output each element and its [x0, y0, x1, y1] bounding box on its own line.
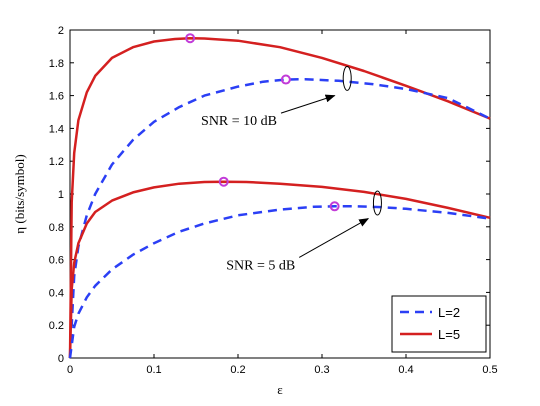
series-line-1: [68, 77, 491, 359]
y-tick-label: 0.6: [49, 255, 64, 267]
legend-label-1: L=5: [438, 327, 460, 342]
ticks: 0 0.1 0.2 0.3 0.4 0.5 0 0.2 0.4 0.6 0.8 1 1.2 1.4 1.6 1…: [49, 25, 498, 376]
y-tick-label: 0: [58, 353, 64, 365]
y-tick-label: 1.6: [49, 91, 64, 103]
series-line-2: [68, 180, 491, 359]
annotation-arrow-1: [298, 218, 370, 258]
y-tick-label: 0.2: [49, 320, 64, 332]
series-line-0: [68, 36, 491, 359]
annotation-ellipse-1: [372, 190, 382, 216]
y-tick-label: 0.4: [49, 287, 64, 299]
x-tick-label: 0.1: [146, 364, 161, 376]
x-tick-label: 0.4: [398, 364, 413, 376]
max-point-marker-2: [218, 176, 229, 187]
annotation-label-0: SNR = 10 dB: [201, 114, 277, 129]
max-point-marker-0: [185, 33, 196, 44]
y-axis-label: η (bits/symbol): [12, 154, 27, 233]
x-tick-label: 0.3: [314, 364, 329, 376]
x-tick-label: 0.5: [482, 364, 497, 376]
annotation-label-1: SNR = 5 dB: [226, 258, 295, 273]
max-point-marker-1: [280, 74, 291, 85]
x-tick-label: 0.2: [230, 364, 245, 376]
annotation-arrow-0: [280, 94, 336, 114]
legend: L=2L=5: [391, 295, 487, 353]
x-tick-label: 0: [67, 364, 73, 376]
annotation-layer: SNR = 10 dB SNR = 5 dB: [201, 65, 382, 273]
y-tick-label: 1.2: [49, 156, 64, 168]
x-axis-label: ε: [277, 382, 283, 397]
y-tick-label: 0.8: [49, 222, 64, 234]
y-tick-label: 1.8: [49, 58, 64, 70]
y-tick-label: 1: [58, 189, 64, 201]
max-point-marker-3: [329, 201, 340, 212]
annotation-ellipse-0: [342, 65, 352, 91]
legend-box: [391, 295, 487, 353]
legend-label-0: L=2: [438, 305, 460, 320]
y-tick-label: 2: [58, 25, 64, 37]
y-tick-label: 1.4: [49, 123, 64, 135]
